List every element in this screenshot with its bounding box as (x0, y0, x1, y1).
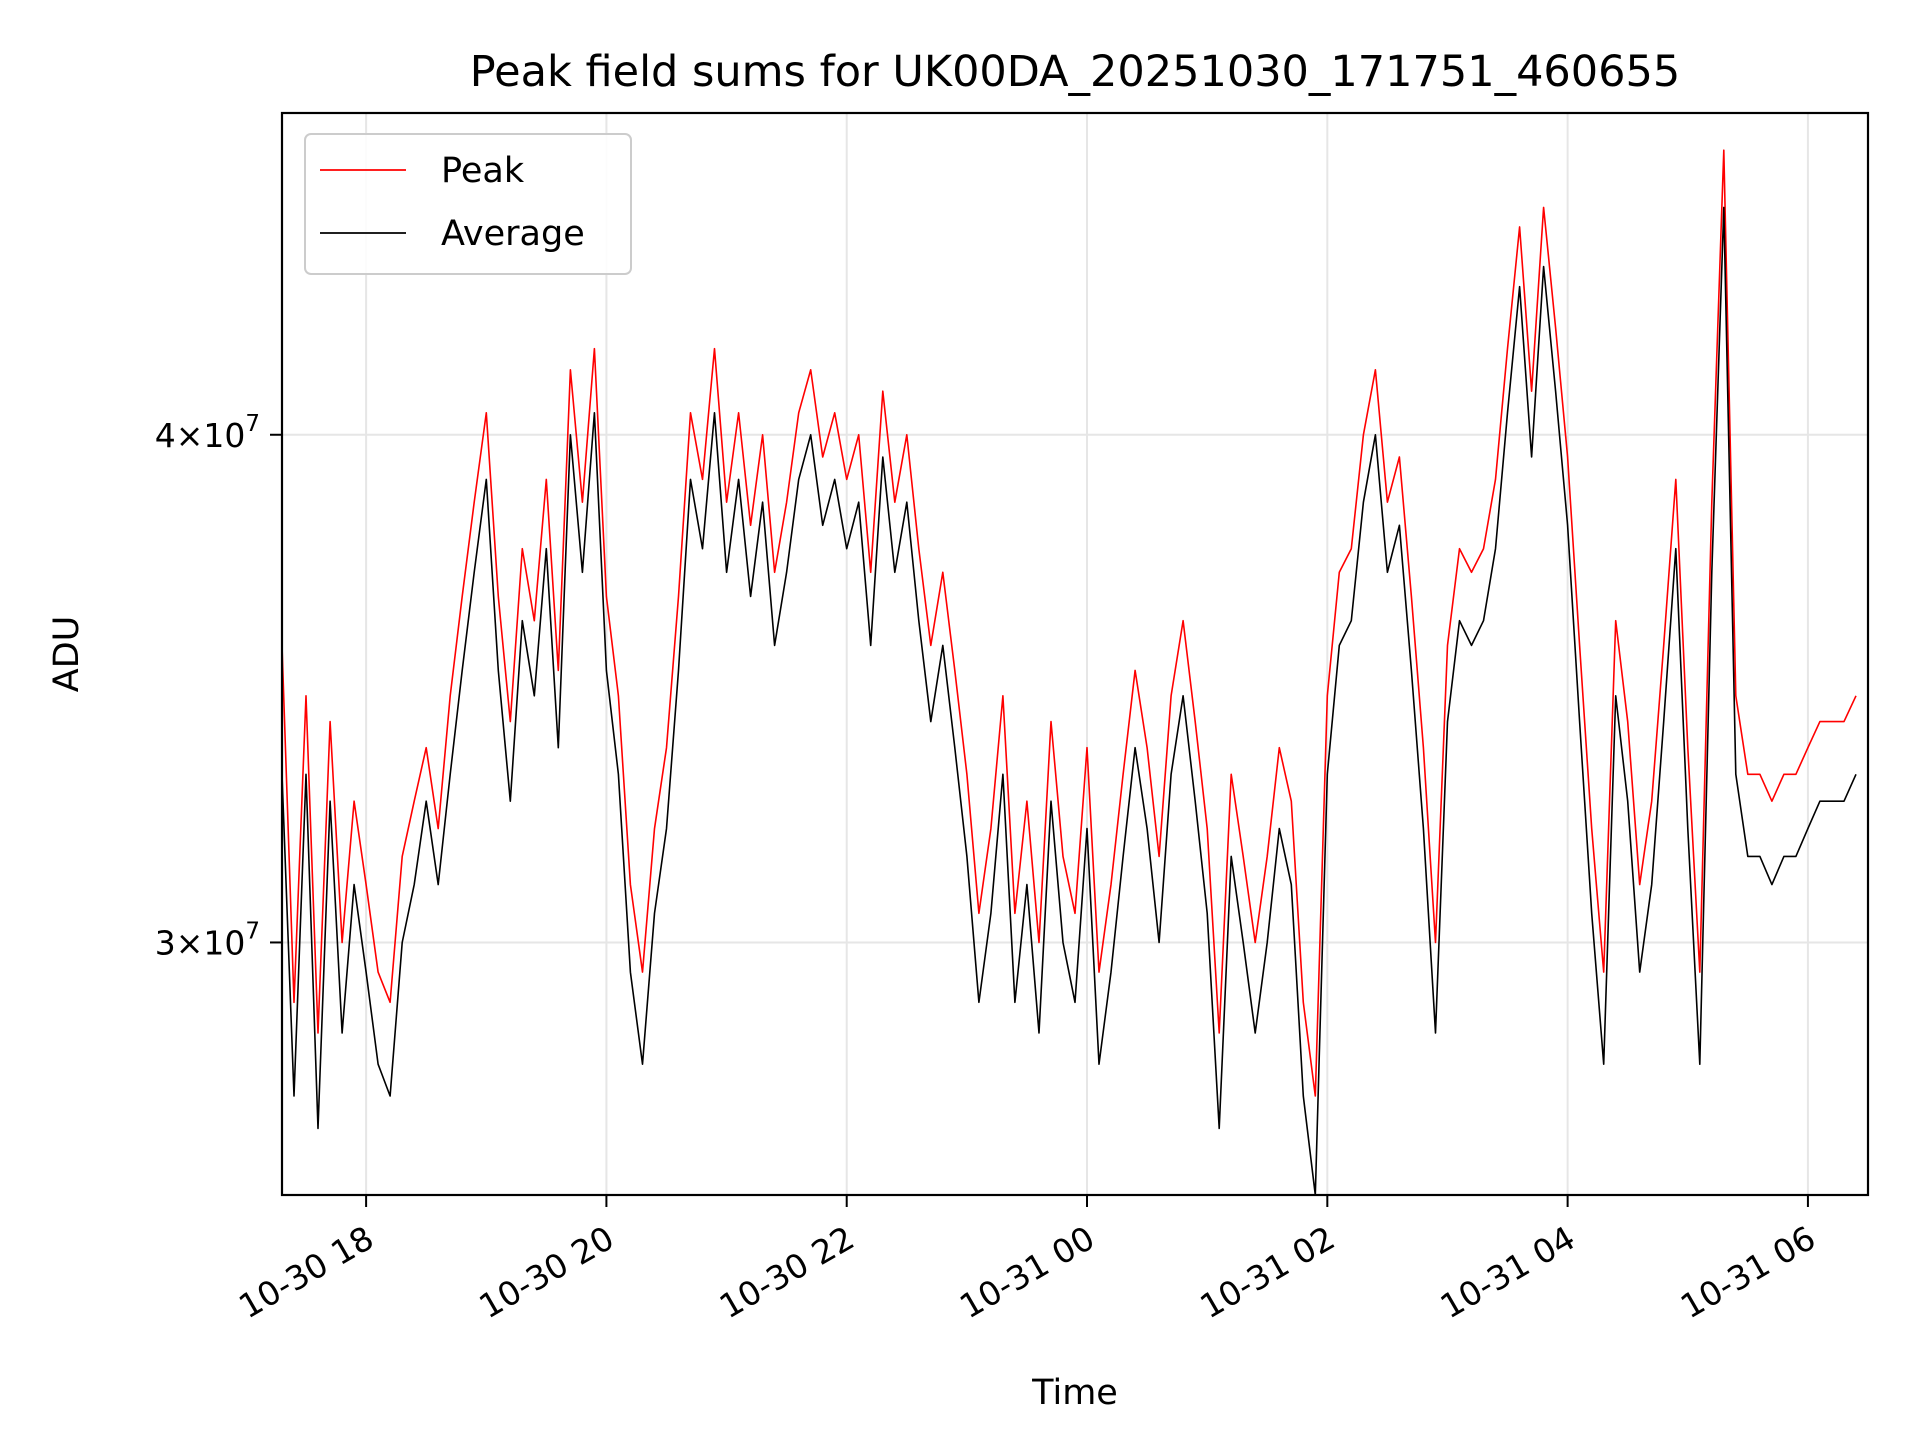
chart-title: Peak field sums for UK00DA_20251030_1717… (470, 47, 1680, 97)
average-series-line (281, 206, 1857, 1196)
x-axis-label: Time (1031, 1373, 1118, 1413)
series-layer (281, 149, 1857, 1196)
peak-series-line (281, 149, 1857, 1097)
legend-average-label: Average (441, 214, 585, 254)
legend: Peak Average (304, 133, 632, 275)
legend-box (304, 133, 632, 275)
y-tick-label: 4×107 (155, 411, 260, 455)
y-axis-label: ADU (47, 616, 87, 693)
y-axis-ticks: 3×107 4×107 (155, 411, 282, 962)
legend-peak-label: Peak (441, 151, 525, 191)
plot-frame (280, 111, 1870, 1197)
y-tick-label: 3×107 (155, 918, 260, 962)
